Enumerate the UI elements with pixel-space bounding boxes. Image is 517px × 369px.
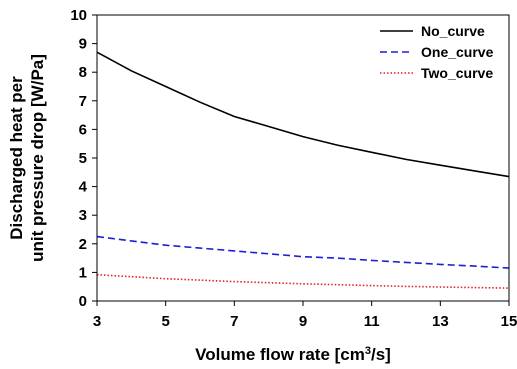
y-tick-label: 9: [79, 36, 87, 53]
y-axis-title-line-2: unit pressure drop [W/Pa]: [28, 54, 47, 262]
y-tick-label: 7: [79, 93, 87, 110]
legend-label-one-curve: One_curve: [421, 44, 494, 60]
axes: 3 5 7 9 11 13 15 0 1 2 3 4 5 6 7 8 9 10: [70, 7, 517, 330]
y-tick-label: 0: [79, 293, 87, 310]
x-tick-label: 5: [161, 313, 169, 330]
y-tick-label: 8: [79, 64, 87, 81]
y-tick-label: 4: [79, 179, 88, 196]
x-tick-label: 15: [501, 313, 517, 330]
legend: No_curve One_curve Two_curve: [380, 23, 494, 81]
y-axis-title: Discharged heat per unit pressure drop […: [7, 54, 47, 262]
x-tick-label: 11: [364, 313, 380, 330]
x-tick-label: 3: [93, 313, 101, 330]
y-tick-label: 6: [79, 121, 87, 138]
x-tick-label: 9: [299, 313, 307, 330]
series-line-two-curve: [96, 273, 510, 289]
y-tick-label: 1: [79, 264, 87, 281]
x-axis-title: Volume flow rate [cm3/s]: [195, 345, 391, 364]
x-tick-label: 13: [432, 313, 449, 330]
legend-label-two-curve: Two_curve: [421, 65, 493, 81]
y-tick-label: 2: [79, 236, 87, 253]
y-tick-label: 5: [79, 150, 87, 167]
y-tick-label: 3: [79, 207, 87, 224]
x-tick-label: 7: [230, 313, 238, 330]
series-line-one-curve: [96, 235, 510, 269]
plot-area: [96, 51, 510, 289]
y-axis-title-line-1: Discharged heat per: [7, 76, 26, 240]
legend-label-no-curve: No_curve: [421, 23, 485, 39]
y-tick-label: 10: [70, 7, 87, 24]
series-line-no-curve: [96, 51, 510, 178]
